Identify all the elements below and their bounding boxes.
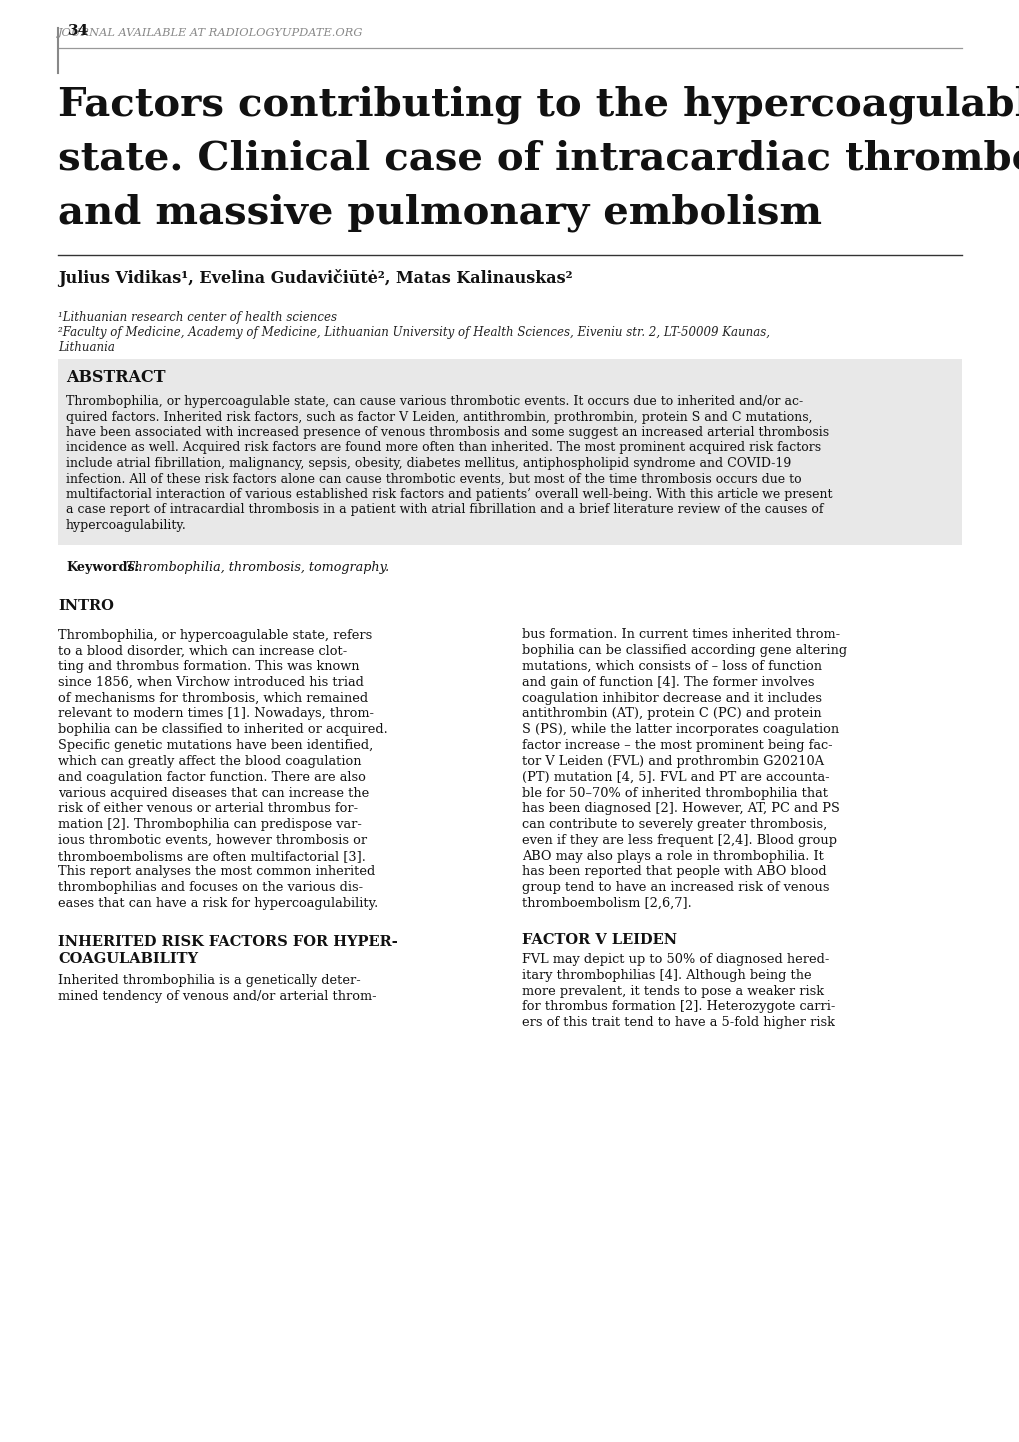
Text: Thrombophilia, or hypercoagulable state, refers: Thrombophilia, or hypercoagulable state,… [58, 629, 372, 642]
Text: multifactorial interaction of various established risk factors and patients’ ove: multifactorial interaction of various es… [66, 487, 832, 500]
Text: S (PS), while the latter incorporates coagulation: S (PS), while the latter incorporates co… [522, 724, 839, 737]
Text: can contribute to severely greater thrombosis,: can contribute to severely greater throm… [522, 818, 826, 831]
Text: group tend to have an increased risk of venous: group tend to have an increased risk of … [522, 881, 828, 894]
Text: factor increase – the most prominent being fac-: factor increase – the most prominent bei… [522, 740, 832, 753]
Text: ABO may also plays a role in thrombophilia. It: ABO may also plays a role in thrombophil… [522, 849, 823, 862]
Text: ting and thrombus formation. This was known: ting and thrombus formation. This was kn… [58, 660, 359, 673]
Text: bophilia can be classified to inherited or acquired.: bophilia can be classified to inherited … [58, 724, 387, 737]
Text: Lithuania: Lithuania [58, 340, 115, 353]
Text: a case report of intracardial thrombosis in a patient with atrial fibrillation a: a case report of intracardial thrombosis… [66, 503, 822, 516]
Text: FACTOR V LEIDEN: FACTOR V LEIDEN [522, 933, 677, 947]
Text: itary thrombophilias [4]. Although being the: itary thrombophilias [4]. Although being… [522, 969, 811, 982]
Text: have been associated with increased presence of venous thrombosis and some sugge: have been associated with increased pres… [66, 425, 828, 438]
Text: risk of either venous or arterial thrombus for-: risk of either venous or arterial thromb… [58, 802, 358, 815]
Text: and gain of function [4]. The former involves: and gain of function [4]. The former inv… [522, 676, 814, 689]
Text: 34: 34 [68, 25, 90, 37]
Text: thrombophilias and focuses on the various dis-: thrombophilias and focuses on the variou… [58, 881, 363, 894]
Text: (PT) mutation [4, 5]. FVL and PT are accounta-: (PT) mutation [4, 5]. FVL and PT are acc… [522, 770, 828, 783]
Text: thromboembolisms are often multifactorial [3].: thromboembolisms are often multifactoria… [58, 849, 366, 862]
Text: ²Faculty of Medicine, Academy of Medicine, Lithuanian University of Health Scien: ²Faculty of Medicine, Academy of Medicin… [58, 326, 769, 339]
Text: coagulation inhibitor decrease and it includes: coagulation inhibitor decrease and it in… [522, 692, 821, 705]
Text: ers of this trait tend to have a 5-fold higher risk: ers of this trait tend to have a 5-fold … [522, 1017, 835, 1030]
Text: eases that can have a risk for hypercoagulability.: eases that can have a risk for hypercoag… [58, 897, 378, 910]
Text: Thrombophilia, thrombosis, tomography.: Thrombophilia, thrombosis, tomography. [122, 561, 388, 574]
Text: bophilia can be classified according gene altering: bophilia can be classified according gen… [522, 645, 847, 658]
Text: Factors contributing to the hypercoagulable: Factors contributing to the hypercoagula… [58, 85, 1019, 124]
Text: to a blood disorder, which can increase clot-: to a blood disorder, which can increase … [58, 645, 346, 658]
Bar [58, 359, 961, 545]
Text: ¹Lithuanian research center of health sciences: ¹Lithuanian research center of health sc… [58, 311, 336, 324]
Text: Julius Vidikas¹, Evelina Gudavičiūtė², Matas Kalinauskas²: Julius Vidikas¹, Evelina Gudavičiūtė², M… [58, 270, 572, 287]
Text: mation [2]. Thrombophilia can predispose var-: mation [2]. Thrombophilia can predispose… [58, 818, 362, 831]
Text: ABSTRACT: ABSTRACT [66, 369, 165, 386]
Text: state. Clinical case of intracardiac thrombosis: state. Clinical case of intracardiac thr… [58, 138, 1019, 177]
Text: bus formation. In current times inherited throm-: bus formation. In current times inherite… [522, 629, 840, 642]
Text: even if they are less frequent [2,4]. Blood group: even if they are less frequent [2,4]. Bl… [522, 833, 837, 846]
Text: ious thrombotic events, however thrombosis or: ious thrombotic events, however thrombos… [58, 833, 367, 846]
Text: thromboembolism [2,6,7].: thromboembolism [2,6,7]. [522, 897, 691, 910]
Text: ble for 50–70% of inherited thrombophilia that: ble for 50–70% of inherited thrombophili… [522, 786, 827, 799]
Text: more prevalent, it tends to pose a weaker risk: more prevalent, it tends to pose a weake… [522, 985, 823, 998]
Text: Specific genetic mutations have been identified,: Specific genetic mutations have been ide… [58, 740, 373, 753]
Text: tor V Leiden (FVL) and prothrombin G20210A: tor V Leiden (FVL) and prothrombin G2021… [522, 756, 823, 769]
Text: has been reported that people with ABO blood: has been reported that people with ABO b… [522, 865, 825, 878]
Text: since 1856, when Virchow introduced his triad: since 1856, when Virchow introduced his … [58, 676, 364, 689]
Text: This report analyses the most common inherited: This report analyses the most common inh… [58, 865, 375, 878]
Text: incidence as well. Acquired risk factors are found more often than inherited. Th: incidence as well. Acquired risk factors… [66, 441, 820, 454]
Text: JOURNAL AVAILABLE AT RADIOLOGYUPDATE.ORG: JOURNAL AVAILABLE AT RADIOLOGYUPDATE.ORG [58, 27, 363, 37]
Text: which can greatly affect the blood coagulation: which can greatly affect the blood coagu… [58, 756, 361, 769]
Text: antithrombin (AT), protein C (PC) and protein: antithrombin (AT), protein C (PC) and pr… [522, 708, 821, 721]
Text: FVL may depict up to 50% of diagnosed hered-: FVL may depict up to 50% of diagnosed he… [522, 953, 828, 966]
Text: include atrial fibrillation, malignancy, sepsis, obesity, diabetes mellitus, ant: include atrial fibrillation, malignancy,… [66, 457, 791, 470]
Text: and coagulation factor function. There are also: and coagulation factor function. There a… [58, 770, 366, 783]
Text: mined tendency of venous and/or arterial throm-: mined tendency of venous and/or arterial… [58, 989, 376, 1002]
Text: various acquired diseases that can increase the: various acquired diseases that can incre… [58, 786, 369, 799]
Text: INTRO: INTRO [58, 598, 114, 613]
Text: quired factors. Inherited risk factors, such as factor V Leiden, antithrombin, p: quired factors. Inherited risk factors, … [66, 411, 812, 424]
Text: COAGULABILITY: COAGULABILITY [58, 952, 198, 966]
Text: hypercoagulability.: hypercoagulability. [66, 519, 186, 532]
Text: and massive pulmonary embolism: and massive pulmonary embolism [58, 193, 821, 232]
Text: infection. All of these risk factors alone can cause thrombotic events, but most: infection. All of these risk factors alo… [66, 473, 801, 486]
Text: has been diagnosed [2]. However, AT, PC and PS: has been diagnosed [2]. However, AT, PC … [522, 802, 839, 815]
Text: of mechanisms for thrombosis, which remained: of mechanisms for thrombosis, which rema… [58, 692, 368, 705]
Text: Thrombophilia, or hypercoagulable state, can cause various thrombotic events. It: Thrombophilia, or hypercoagulable state,… [66, 395, 802, 408]
Text: for thrombus formation [2]. Heterozygote carri-: for thrombus formation [2]. Heterozygote… [522, 1001, 835, 1014]
Text: Inherited thrombophilia is a genetically deter-: Inherited thrombophilia is a genetically… [58, 973, 361, 986]
Text: Keywords:: Keywords: [66, 561, 140, 574]
Text: mutations, which consists of – loss of function: mutations, which consists of – loss of f… [522, 660, 821, 673]
Text: INHERITED RISK FACTORS FOR HYPER-: INHERITED RISK FACTORS FOR HYPER- [58, 934, 397, 949]
Text: relevant to modern times [1]. Nowadays, throm-: relevant to modern times [1]. Nowadays, … [58, 708, 374, 721]
